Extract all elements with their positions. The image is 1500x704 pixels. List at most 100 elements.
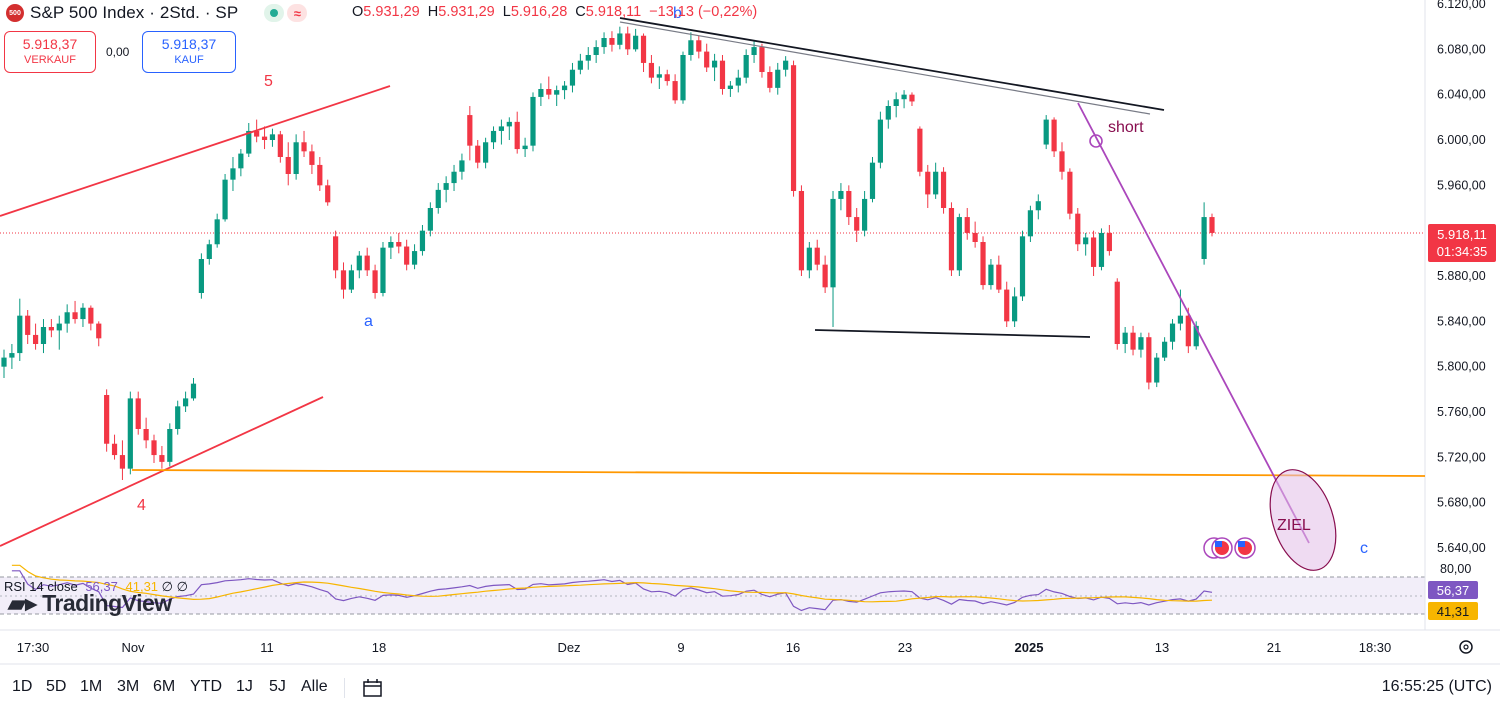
candle-body [601,38,607,48]
target-ellipse[interactable] [1258,461,1347,578]
candle-body [443,183,449,190]
economic-events-icon[interactable] [1203,537,1256,559]
candle-body [88,307,94,324]
projection-line[interactable] [1077,102,1310,544]
candle-body [167,429,173,462]
neckline[interactable] [814,329,1091,338]
candle-body [348,270,354,290]
time-tick-label: 18 [372,640,386,655]
candle-body [333,236,339,271]
candle-body [340,270,347,290]
tradingview-logo[interactable]: ▰▸ TradingView [8,590,172,617]
channel-lower-line[interactable] [0,396,324,547]
candle-body [577,60,583,70]
sell-price: 5.918,37 [22,36,78,52]
candle-body [254,130,260,137]
close-value: 5.918,11 [585,4,642,20]
resistance-line-2[interactable] [619,21,1151,115]
candle-body [688,40,694,55]
high-label: H [427,4,439,20]
close-label: C [575,4,586,20]
candle-body [561,85,568,91]
candle-body [727,85,733,89]
price-tick-label: 5.840,00 [1437,314,1486,328]
candle-body [198,259,204,293]
time-axis[interactable]: 17:30 Nov 11 18 Dez 9 16 23 2025 13 21 18:30 [17,640,1392,655]
timeframe-1d[interactable]: 1D [12,678,33,695]
symbol-title[interactable]: S&P 500 Index · 2Std. · SP [30,3,239,22]
time-tick-label: 16 [786,640,800,655]
resistance-line-1[interactable] [619,17,1165,111]
candle-body [1075,213,1081,245]
candle-body [877,119,883,163]
timeframe-5d[interactable]: 5D [46,678,67,695]
gear-icon[interactable] [1459,640,1473,654]
candle-body [869,162,876,199]
price-tick-label: 5.640,00 [1437,541,1486,555]
timeframe-5j[interactable]: 5J [269,678,286,695]
candle-body [483,142,489,163]
candle-body [143,429,149,441]
time-tick-label: Nov [121,640,145,655]
candle-body [1162,341,1168,358]
rsi-legend[interactable]: RSI 14 close 56,37 41,31 ∅ ∅ [4,579,188,595]
sell-button[interactable]: 5.918,37 VERKAUF [4,31,96,73]
candle-body [427,208,433,231]
candle-body [230,168,236,180]
candle-body [996,264,1002,290]
sell-label: VERKAUF [24,54,76,66]
timeframe-1m[interactable]: 1M [80,678,103,695]
ohlc-legend: O5.931,29 H5.931,29 L5.916,28 C5.918,11 … [352,4,761,20]
candle-body [135,398,141,429]
price-tick-label: 5.720,00 [1437,450,1486,464]
candle-body [1083,237,1089,245]
low-value: 5.916,28 [510,4,568,20]
symbol-header[interactable]: 500 S&P 500 Index · 2Std. · SP ≈ [6,3,308,22]
candle-body [988,264,994,286]
rsi-value-axis: 56,37 [1437,583,1470,598]
support-line[interactable] [131,469,1426,477]
candle-body [538,89,544,97]
clock-utc[interactable]: 16:55:25 (UTC) [1381,678,1492,695]
candle-body [1169,323,1176,342]
candle-body [798,191,805,271]
candle-body [917,128,923,172]
short-entry-circle[interactable] [1089,134,1103,148]
candle-body [459,160,465,172]
timeframe-1j[interactable]: 1J [236,678,253,695]
candle-body [1138,337,1144,350]
timeframe-ytd[interactable]: YTD [190,678,222,695]
market-status[interactable]: ≈ [264,4,308,22]
time-tick-label: 21 [1267,640,1281,655]
timeframe-alle[interactable]: Alle [301,678,328,695]
candle-body [238,153,244,169]
price-axis[interactable]: 6.120,00 6.080,00 6.040,00 6.000,00 5.960,00… [1437,0,1486,555]
candle-body [80,307,86,320]
rsi-ma-badge [1428,602,1478,620]
buy-price: 5.918,37 [161,36,217,52]
time-tick-label: 23 [898,640,912,655]
channel-upper-line[interactable] [0,85,391,217]
candle-body [648,62,655,78]
timeframe-3m[interactable]: 3M [117,678,140,695]
buy-button[interactable]: 5.918,37 KAUF [142,31,236,73]
candle-body [467,115,473,146]
tradingview-logo-text: TradingView [42,590,172,616]
candle-body [522,145,528,150]
candle-body [940,171,947,208]
candle-body [246,130,252,154]
calendar-range-icon[interactable] [362,678,384,698]
candle-body [214,219,220,245]
candle-body [1122,332,1128,344]
candle-body [933,171,939,195]
open-label: O [352,4,364,20]
timeframe-6m[interactable]: 6M [153,678,176,695]
price-tick-label: 6.040,00 [1437,88,1486,102]
candle-body [277,134,283,157]
bar-countdown: 01:34:35 [1437,244,1488,259]
candle-body [1051,119,1057,152]
candle-body [719,60,726,89]
candle-body [1067,171,1073,214]
candle-body [593,47,599,55]
